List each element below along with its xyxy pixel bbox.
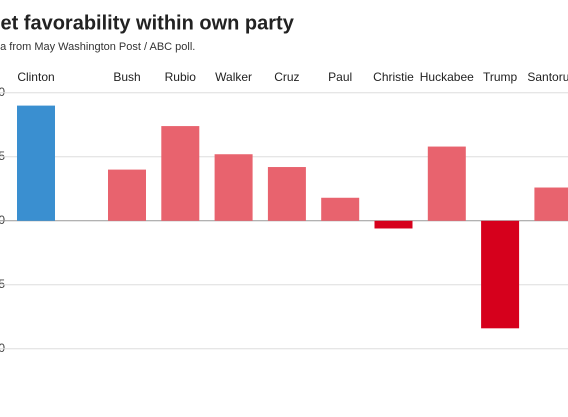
x-tick-label: Bush: [113, 70, 140, 84]
x-tick-label: Paul: [328, 70, 352, 84]
x-tick-label: Walker: [215, 70, 252, 84]
bar: [108, 169, 146, 221]
y-tick-label: 25: [0, 149, 5, 163]
x-tick-label: Cruz: [274, 70, 299, 84]
bar: [427, 146, 466, 221]
chart-subtitle: Data from May Washington Post / ABC poll…: [0, 41, 195, 53]
bar: [17, 105, 55, 221]
bar: [481, 220, 520, 329]
y-tick-label: 50: [0, 85, 5, 99]
y-tick-label: -50: [0, 341, 5, 355]
bar: [374, 220, 413, 229]
x-tick-label: Trump: [483, 70, 518, 84]
bar: [534, 187, 568, 221]
chart-title: Net favorability within own party: [0, 12, 295, 34]
x-tick-label: Christie: [373, 70, 414, 84]
bar: [214, 154, 253, 221]
x-tick-label: Clinton: [17, 70, 54, 84]
x-tick-label: Santorum: [527, 70, 568, 84]
bar: [267, 167, 306, 221]
bar: [161, 126, 200, 221]
y-tick-label: 0: [0, 213, 5, 227]
x-tick-label: Rubio: [165, 70, 197, 84]
bar: [321, 197, 360, 221]
x-tick-label: Huckabee: [420, 70, 474, 84]
y-tick-label: -25: [0, 277, 5, 291]
